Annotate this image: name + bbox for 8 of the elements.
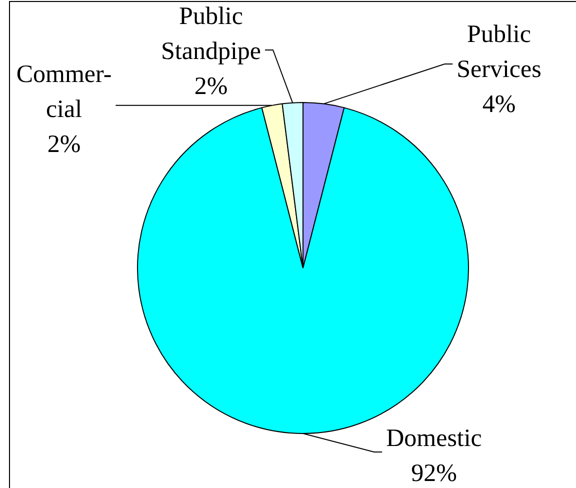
data-label: 2% <box>47 131 81 158</box>
data-label: 92% <box>411 460 457 487</box>
slice-label: Domestic <box>386 425 482 452</box>
data-label: 2% <box>194 73 228 100</box>
data-label: 4% <box>482 91 516 118</box>
slice-label: Public Standpipe <box>161 3 261 65</box>
slice-label: Commer-cial <box>16 61 112 123</box>
slice-label: Public Services <box>456 21 542 83</box>
